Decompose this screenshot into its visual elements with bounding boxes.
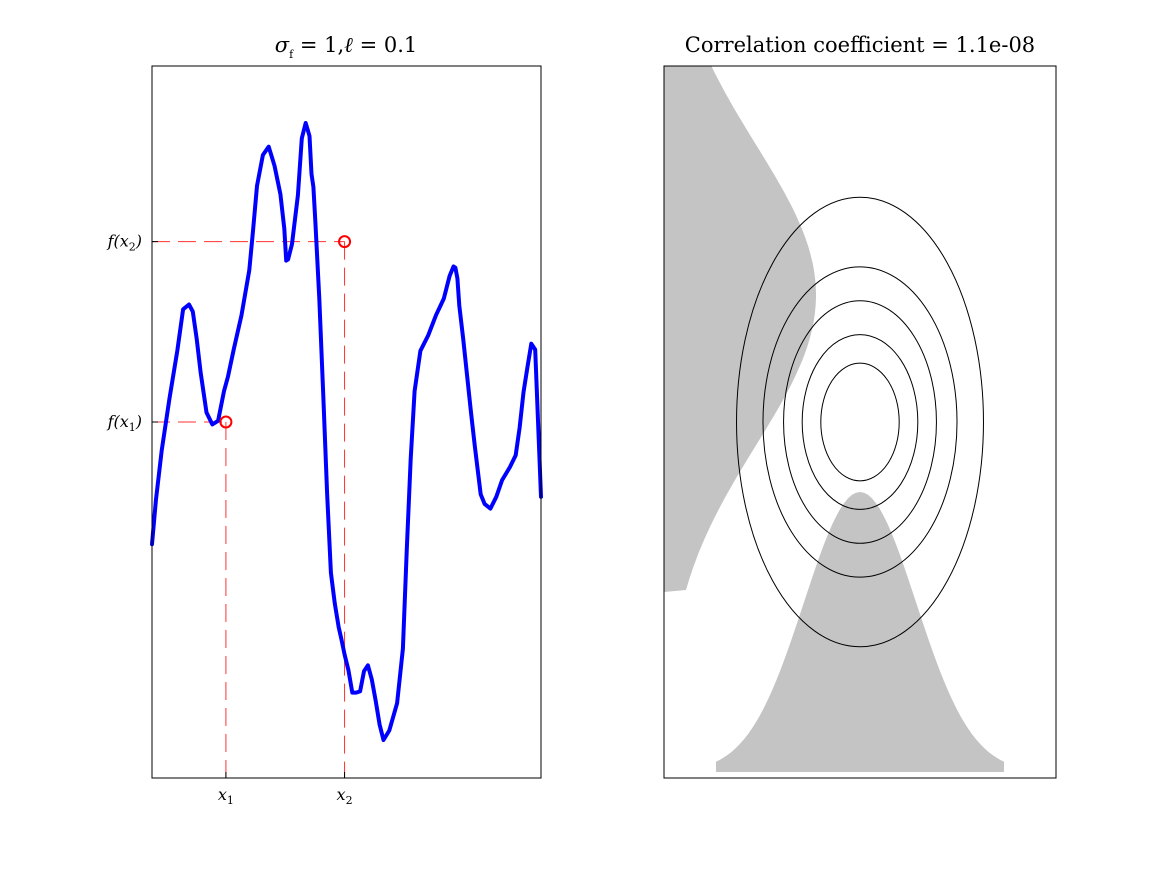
right-panel: Correlation coefficient = 1.1e-08 bbox=[663, 33, 1057, 779]
left-panel: σf = 1,ℓ = 0.1 x1 x2 f(x1) f(x2) bbox=[107, 33, 543, 807]
x-tick-label-x1: x1 bbox=[218, 785, 234, 807]
contour-group bbox=[736, 196, 984, 648]
point-marker-1 bbox=[219, 415, 233, 429]
point-marker-2 bbox=[338, 235, 352, 249]
x-tick-marks bbox=[225, 772, 346, 778]
contour-3 bbox=[783, 300, 937, 544]
right-title: Correlation coefficient = 1.1e-08 bbox=[685, 33, 1035, 57]
marginal-density-left bbox=[664, 66, 816, 592]
x-tick-label-x2: x2 bbox=[337, 785, 353, 807]
contour-5 bbox=[736, 196, 984, 648]
left-title: σf = 1,ℓ = 0.1 bbox=[275, 33, 418, 61]
markers bbox=[219, 235, 352, 429]
series-line bbox=[150, 121, 543, 742]
y-tick-label-fx2: f(x2) bbox=[107, 232, 142, 254]
contour-2 bbox=[801, 334, 919, 510]
marginal-density-bottom bbox=[716, 492, 1004, 772]
contour-1 bbox=[820, 362, 900, 482]
y-tick-label-fx1: f(x1) bbox=[107, 412, 142, 434]
right-plot-frame bbox=[663, 65, 1057, 779]
y-tick-marks bbox=[152, 241, 158, 423]
contour-4 bbox=[762, 266, 958, 578]
